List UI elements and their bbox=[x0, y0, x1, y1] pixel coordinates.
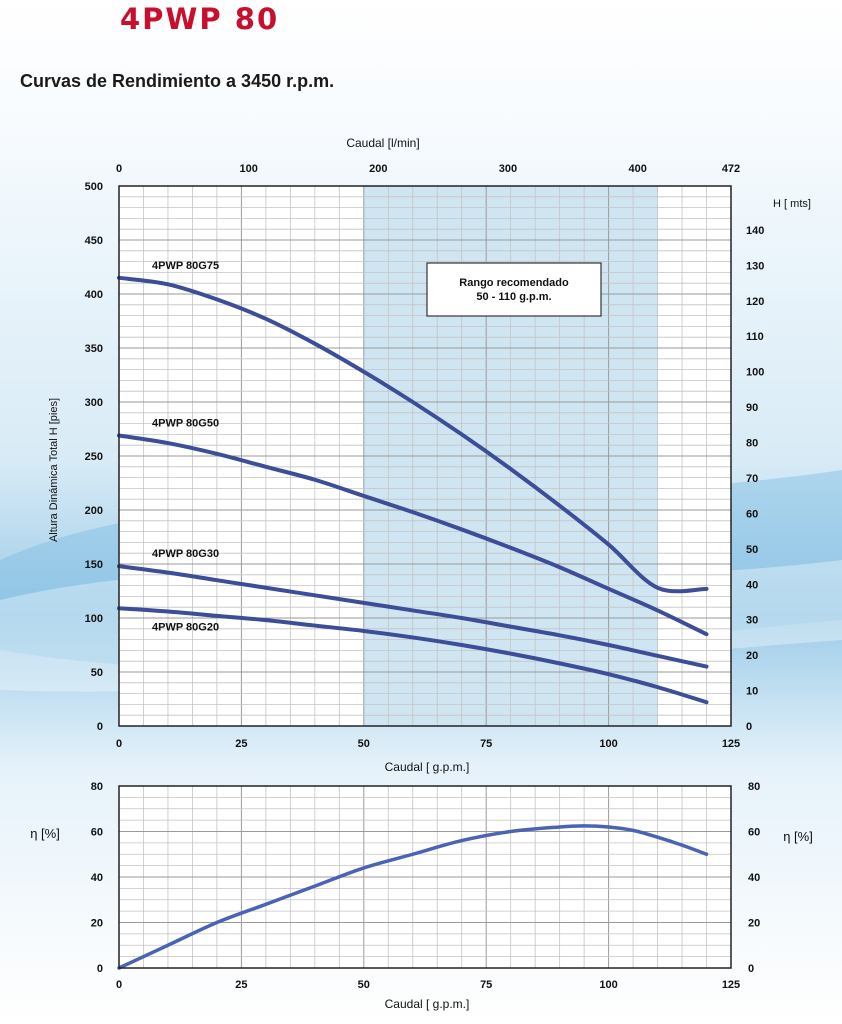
x-tick-label: 25 bbox=[235, 738, 247, 750]
efficiency-line bbox=[117, 824, 709, 970]
right-y-tick-label: 0 bbox=[746, 721, 752, 733]
curve-4pwp-80g50 bbox=[117, 433, 709, 637]
y-axis-title: Altura Dinámica Total H [pies] bbox=[48, 398, 60, 542]
top-x-tick-label: 472 bbox=[722, 163, 740, 175]
series-label: 4PWP 80G20 bbox=[152, 621, 219, 633]
curve-4pwp-80g20 bbox=[117, 606, 709, 705]
y-tick-label: 50 bbox=[91, 667, 103, 679]
right-y-tick-label: 30 bbox=[746, 615, 758, 627]
right-y-tick-label: 40 bbox=[748, 872, 760, 884]
y-tick-label: 200 bbox=[85, 505, 103, 517]
right-y-tick-label: 100 bbox=[746, 367, 764, 379]
top-x-tick-label: 0 bbox=[116, 163, 122, 175]
right-y-tick-label: 70 bbox=[746, 473, 758, 485]
right-y-tick-label: 60 bbox=[746, 508, 758, 520]
series-label: 4PWP 80G30 bbox=[152, 548, 219, 560]
right-y-tick-label: 140 bbox=[746, 225, 764, 237]
right-axis-title: η [%] bbox=[783, 829, 813, 844]
y-tick-label: 100 bbox=[85, 613, 103, 625]
right-y-tick-label: 0 bbox=[748, 963, 754, 975]
series-label: 4PWP 80G75 bbox=[152, 260, 219, 272]
x-tick-label: 50 bbox=[358, 738, 370, 750]
y-axis-title: η [%] bbox=[30, 826, 60, 841]
recommended-range-label: Rango recomendado bbox=[459, 277, 569, 289]
top-axis-title: Caudal [l/min] bbox=[346, 136, 419, 150]
y-tick-label: 150 bbox=[85, 559, 103, 571]
performance-curves bbox=[117, 275, 709, 705]
x-axis-title: Caudal [ g.p.m.] bbox=[385, 997, 470, 1011]
axis-ticks: 0 25 50 75 100 125 0 0 20 20 40 40 60 60 80 80 bbox=[91, 781, 761, 991]
curve-4pwp-80g75 bbox=[117, 275, 709, 594]
right-y-tick-label: 130 bbox=[746, 260, 764, 272]
x-tick-label: 125 bbox=[722, 738, 740, 750]
y-tick-label: 500 bbox=[85, 181, 103, 193]
top-x-tick-label: 400 bbox=[628, 163, 646, 175]
grid bbox=[119, 186, 731, 726]
x-axis-title: Caudal [ g.p.m.] bbox=[385, 760, 470, 774]
right-y-tick-label: 60 bbox=[748, 827, 760, 839]
x-tick-label: 75 bbox=[480, 738, 492, 750]
recommended-range-box: Rango recomendado 50 - 110 g.p.m. bbox=[426, 262, 602, 317]
top-x-tick-label: 300 bbox=[499, 163, 517, 175]
x-tick-label: 100 bbox=[599, 738, 617, 750]
curve-4pwp-80g30 bbox=[117, 564, 709, 669]
y-tick-label: 40 bbox=[91, 872, 103, 884]
right-y-tick-label: 40 bbox=[746, 579, 758, 591]
plot-frame bbox=[118, 185, 732, 727]
y-tick-label: 0 bbox=[97, 963, 103, 975]
y-tick-label: 350 bbox=[85, 343, 103, 355]
page-subtitle: Curvas de Rendimiento a 3450 r.p.m. bbox=[20, 71, 335, 91]
y-tick-label: 80 bbox=[91, 781, 103, 793]
y-tick-label: 60 bbox=[91, 827, 103, 839]
right-y-tick-label: 110 bbox=[746, 331, 764, 343]
y-tick-label: 450 bbox=[85, 235, 103, 247]
y-tick-label: 0 bbox=[97, 721, 103, 733]
x-tick-label: 100 bbox=[599, 979, 617, 991]
right-y-tick-label: 50 bbox=[746, 544, 758, 556]
plot-frame bbox=[118, 785, 732, 969]
right-y-tick-label: 20 bbox=[748, 918, 760, 930]
top-x-tick-label: 100 bbox=[239, 163, 257, 175]
x-tick-label: 25 bbox=[235, 979, 247, 991]
recommended-range-values: 50 - 110 g.p.m. bbox=[476, 291, 551, 303]
x-tick-label: 0 bbox=[116, 979, 122, 991]
y-tick-label: 250 bbox=[85, 451, 103, 463]
series-label: 4PWP 80G50 bbox=[152, 417, 219, 429]
grid bbox=[119, 786, 731, 968]
right-axis-title: H [ mts] bbox=[773, 198, 811, 210]
right-y-tick-label: 80 bbox=[748, 781, 760, 793]
y-tick-label: 400 bbox=[85, 289, 103, 301]
x-tick-label: 50 bbox=[358, 979, 370, 991]
right-y-tick-label: 80 bbox=[746, 438, 758, 450]
right-y-tick-label: 20 bbox=[746, 650, 758, 662]
right-y-tick-label: 120 bbox=[746, 296, 764, 308]
axis-ticks: 0 25 50 75 100 125050100150200250300350400450… bbox=[85, 163, 765, 750]
y-tick-label: 20 bbox=[91, 918, 103, 930]
right-y-tick-label: 90 bbox=[746, 402, 758, 414]
x-tick-label: 0 bbox=[116, 738, 122, 750]
x-tick-label: 125 bbox=[722, 979, 740, 991]
x-tick-label: 75 bbox=[480, 979, 492, 991]
right-y-tick-label: 10 bbox=[746, 686, 758, 698]
y-tick-label: 300 bbox=[85, 397, 103, 409]
top-x-tick-label: 200 bbox=[369, 163, 387, 175]
efficiency-curve bbox=[117, 824, 709, 970]
page-title: 4PWP 80 bbox=[120, 2, 280, 36]
series-labels: 4PWP 80G75 4PWP 80G50 4PWP 80G30 4PWP 80G20 bbox=[152, 260, 219, 633]
